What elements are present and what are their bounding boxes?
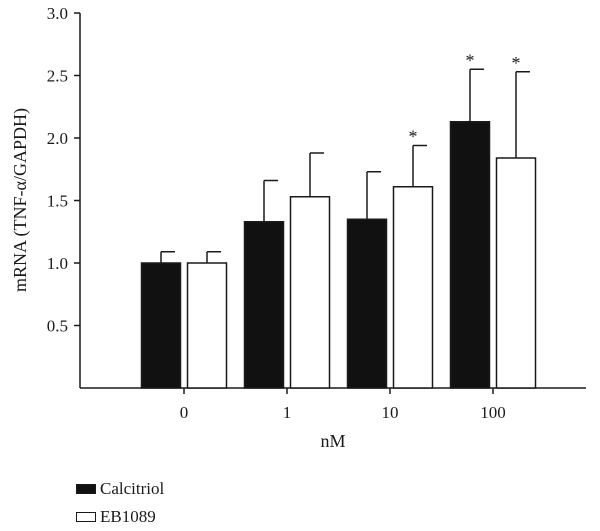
y-tick-label: 3.0 (47, 4, 68, 23)
x-axis-label: nM (320, 431, 345, 451)
legend-label-eb1089: EB1089 (100, 507, 156, 526)
bar-calcitriol (243, 221, 285, 389)
y-tick-label: 2.0 (47, 129, 68, 148)
legend-item-calcitriol: Calcitriol (76, 475, 164, 503)
significance-mark: * (409, 127, 418, 147)
y-tick-label: 1.5 (47, 192, 68, 211)
legend-label-calcitriol: Calcitriol (100, 479, 165, 498)
bar-calcitriol (449, 121, 491, 389)
x-tick-label: 100 (480, 403, 506, 422)
bar-chart: 0.5 1.0 1.5 2.0 2.5 3.0 0 1 10 100 * * * mRNA (TNF-… (10, 4, 586, 451)
legend: Calcitriol EB1089 (76, 475, 164, 531)
y-tick-label: 1.0 (47, 254, 68, 273)
x-tick-label: 1 (283, 403, 292, 422)
legend-swatch-eb1089 (76, 512, 96, 522)
legend-item-eb1089: EB1089 (76, 503, 164, 531)
bar-eb1089 (495, 157, 537, 389)
bar-calcitriol (346, 218, 388, 389)
x-tick-label: 10 (382, 403, 399, 422)
x-tick-label: 0 (180, 403, 189, 422)
significance-mark: * (466, 50, 475, 70)
y-tick-label: 0.5 (47, 317, 68, 336)
y-tick-label: 2.5 (47, 67, 68, 86)
bar-eb1089 (392, 186, 434, 389)
bar-calcitriol (140, 262, 182, 389)
bar-eb1089 (289, 196, 331, 389)
bar-eb1089 (186, 262, 228, 389)
legend-swatch-calcitriol (76, 484, 96, 494)
bars: * * * (140, 50, 537, 389)
significance-mark: * (512, 53, 521, 73)
y-axis-label: mRNA (TNF-α/GAPDH) (10, 108, 31, 292)
